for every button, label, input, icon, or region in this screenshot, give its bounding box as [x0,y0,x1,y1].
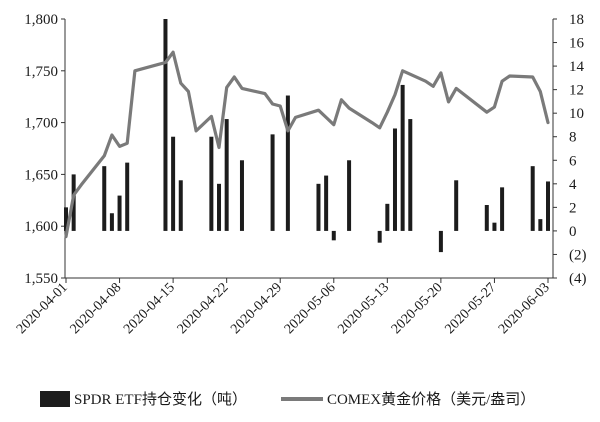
bar [224,119,229,231]
x-tick-label: 2020-05-13 [335,280,392,337]
bar [171,136,176,231]
right-tick-label: 18 [569,12,584,28]
bar [239,160,244,231]
bar [538,219,543,231]
bar [385,203,390,231]
bar [209,136,214,231]
right-tick-label: 14 [569,59,585,75]
x-tick-label: 2020-04-15 [121,280,178,337]
right-tick-label: 0 [569,224,577,240]
left-tick-label: 1,600 [24,219,58,235]
bar [408,119,413,231]
legend-line-swatch [280,396,323,401]
bar [546,181,550,231]
left-tick-label: 1,550 [24,271,58,287]
right-tick-label: 16 [569,36,585,52]
right-tick-label: 6 [569,153,577,169]
legend-item-bar: SPDR ETF持仓变化（吨） [40,388,247,409]
left-tick-label: 1,700 [24,116,58,132]
legend-line-label: COMEX黄金价格（美元/盎司） [326,392,536,408]
x-tick-label: 2020-04-22 [175,280,232,337]
line-series [64,50,550,239]
x-tick-label: 2020-05-06 [282,280,339,337]
bar [392,128,397,231]
right-tick-label: 12 [569,83,584,99]
bar [331,230,336,241]
legend: SPDR ETF持仓变化（吨） COMEX黄金价格（美元/盎司） [40,388,569,409]
bar [438,230,443,253]
legend-bar-label: SPDR ETF持仓变化（吨） [74,392,247,408]
x-tick-label: 2020-05-27 [442,280,499,337]
x-tick-label: 2020-04-01 [14,280,71,337]
x-axis: 2020-04-012020-04-082020-04-152020-04-22… [14,277,553,337]
legend-bar-swatch [40,390,70,407]
price-line [64,50,550,239]
left-tick-label: 1,800 [24,12,58,28]
left-tick-label: 1,750 [24,64,58,80]
bar [109,213,114,231]
bar [484,205,489,231]
x-tick-label: 2020-04-29 [228,280,285,337]
bar [324,175,329,231]
bar [117,195,122,231]
bar [492,222,497,231]
bar [125,162,130,231]
bar-series [64,19,550,253]
right-tick-label: (2) [569,247,587,263]
right-axis: (4) (2) 0 2 4 6 8 10 12 14 16 18 [552,12,587,287]
left-tick-label: 1,650 [24,167,58,183]
right-tick-label: 2 [569,200,577,216]
legend-item-line: COMEX黄金价格（美元/盎司） [280,388,536,409]
bar [64,207,68,231]
x-tick-label: 2020-06-03 [496,280,553,337]
bar [217,183,222,231]
bar [400,84,405,231]
x-tick-label: 2020-05-20 [389,280,446,337]
bar [316,183,321,231]
chart: 1,550 1,600 1,650 1,700 1,750 1,800 (4) (2) 0 2 4… [14,12,587,337]
bar [178,180,183,231]
bar [377,230,382,243]
bar [530,166,535,231]
left-axis: 1,550 1,600 1,650 1,700 1,750 1,800 [24,12,66,287]
right-tick-label: (4) [569,271,587,287]
bar [285,95,290,231]
right-tick-label: 10 [569,106,584,122]
bar [347,160,352,231]
bar [270,134,275,231]
x-tick-label: 2020-04-08 [68,280,125,337]
bar [163,19,168,231]
bar [454,180,459,231]
right-tick-label: 8 [569,130,577,146]
right-tick-label: 4 [569,177,577,193]
bar [102,166,107,231]
bar [500,187,505,231]
